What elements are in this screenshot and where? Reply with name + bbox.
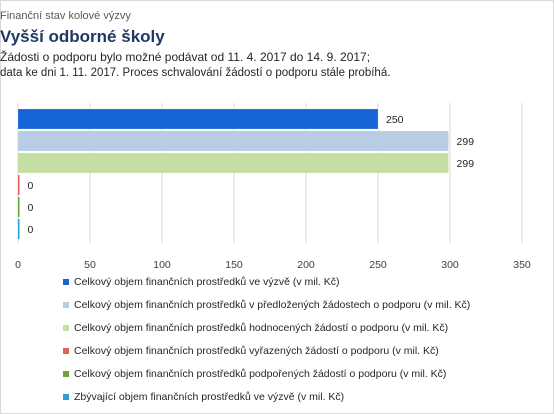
x-tick-label: 200 xyxy=(297,259,315,271)
bar-value-label: 0 xyxy=(28,180,34,192)
bar xyxy=(18,219,20,239)
legend-item: Celkový objem finančních prostředků podp… xyxy=(63,366,446,382)
x-tick-label: 150 xyxy=(225,259,243,271)
chart-subtitle-line-2: data ke dni 1. 11. 2017. Proces schvalov… xyxy=(0,67,391,79)
x-tick-label: 0 xyxy=(15,259,21,271)
bar-value-label: 0 xyxy=(28,224,34,236)
legend-label: Celkový objem finančních prostředků podp… xyxy=(74,368,447,380)
legend-item: Celkový objem finančních prostředků ve v… xyxy=(63,274,340,290)
x-tick-label: 250 xyxy=(369,259,387,271)
legend-item: Celkový objem finančních prostředků hodn… xyxy=(63,320,448,336)
x-tick-label: 50 xyxy=(84,259,96,271)
bar-value-label: 299 xyxy=(457,158,475,170)
legend-swatch xyxy=(63,348,69,354)
bar-value-label: 299 xyxy=(457,136,475,148)
bar-value-label: 250 xyxy=(386,114,404,126)
legend-swatch xyxy=(63,394,69,400)
legend-label: Celkový objem finančních prostředků v př… xyxy=(74,299,471,311)
legend-item: Celkový objem finančních prostředků vyřa… xyxy=(63,343,439,359)
x-tick-label: 300 xyxy=(441,259,459,271)
legend-label: Celkový objem finančních prostředků hodn… xyxy=(74,322,449,334)
legend-item: Zbývající objem finančních prostředků ve… xyxy=(63,389,344,405)
chart-subtitle-line-1: Žádosti o podporu bylo možné podávat od … xyxy=(0,50,371,64)
legend-swatch xyxy=(63,371,69,377)
legend-item: Celkový objem finančních prostředků v př… xyxy=(63,297,470,313)
bar xyxy=(18,175,20,195)
x-tick-label: 350 xyxy=(513,259,531,271)
legend-swatch xyxy=(63,302,69,308)
legend-label: Celkový objem finančních prostředků ve v… xyxy=(74,276,340,288)
legend-swatch xyxy=(63,325,69,331)
bar-value-label: 0 xyxy=(28,202,34,214)
legend-label: Zbývající objem finančních prostředků ve… xyxy=(74,391,345,403)
legend-swatch xyxy=(63,279,69,285)
bar xyxy=(17,130,449,152)
bar xyxy=(17,108,379,130)
chart-title: Vyšší odborné školy xyxy=(0,27,165,46)
chart-supertitle: Finanční stav kolové výzvy xyxy=(0,10,131,22)
bar xyxy=(17,152,449,174)
x-tick-label: 100 xyxy=(153,259,171,271)
legend-label: Celkový objem finančních prostředků vyřa… xyxy=(74,345,439,357)
bar xyxy=(18,197,20,217)
